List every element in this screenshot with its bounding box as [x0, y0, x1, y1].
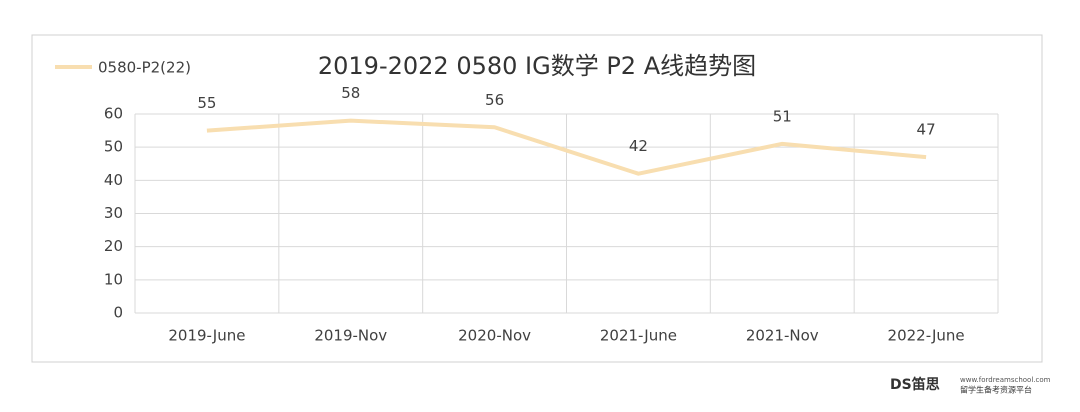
watermark-url: www.fordreamschool.com — [960, 376, 1051, 384]
data-line — [206, 118, 927, 176]
data-label: 58 — [341, 84, 360, 102]
y-tick-label: 20 — [104, 237, 123, 255]
x-tick-label: 2019-June — [168, 327, 245, 345]
legend-label: 0580-P2(22) — [98, 59, 191, 77]
x-tick-label: 2022-June — [888, 327, 965, 345]
data-label: 47 — [917, 121, 936, 139]
y-tick-label: 30 — [104, 204, 123, 222]
data-label: 42 — [629, 137, 648, 155]
x-tick-label: 2021-June — [600, 327, 677, 345]
x-tick-label: 2019-Nov — [314, 327, 387, 345]
y-tick-label: 10 — [104, 270, 123, 288]
data-label: 56 — [485, 91, 504, 109]
y-tick-label: 60 — [104, 105, 123, 123]
watermark-tagline: 留学生备考资源平台 — [960, 385, 1032, 395]
x-tick-label: 2020-Nov — [458, 327, 531, 345]
chart-frame — [31, 34, 1043, 363]
y-tick-label: 40 — [104, 171, 123, 189]
data-label: 51 — [773, 107, 792, 125]
chart-title: 2019-2022 0580 IG数学 P2 A线趋势图 — [318, 52, 756, 80]
x-tick-label: 2021-Nov — [746, 327, 819, 345]
data-label: 55 — [197, 94, 216, 112]
y-tick-label: 0 — [113, 304, 123, 322]
y-tick-label: 50 — [104, 138, 123, 156]
watermark-brand: DS笛思 — [890, 376, 940, 393]
